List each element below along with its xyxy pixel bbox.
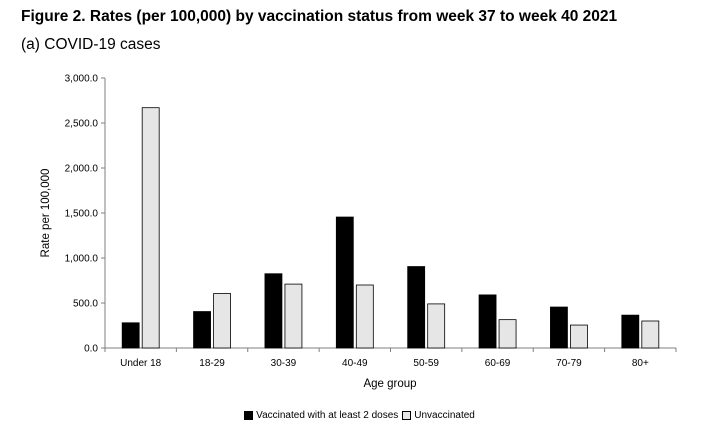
bar-vaccinated-with-at-least-2-doses-60-69	[478, 294, 497, 349]
bar-vaccinated-with-at-least-2-doses-40-49	[335, 216, 354, 349]
bar-vaccinated-with-at-least-2-doses-50-59	[407, 266, 426, 349]
bar-vaccinated-with-at-least-2-doses-30-39	[264, 273, 283, 349]
bar-chart: 0.0 500.0 1,000.0 1,500.0 2,000.0 2,500.0 3,00…	[40, 74, 677, 390]
legend: Vaccinated with at least 2 doses Unvacci…	[0, 410, 719, 421]
x-tick-label: 70-79	[556, 358, 582, 369]
y-tick-label: 500.0	[73, 299, 98, 310]
figure-subtitle: (a) COVID-19 cases	[21, 36, 161, 53]
x-tick-label: 18-29	[199, 358, 225, 369]
legend-swatch-vaccinated	[244, 411, 254, 420]
y-tick-label: 0.0	[84, 344, 98, 355]
x-tick-label: 30-39	[271, 358, 297, 369]
bar-unvaccinated-30-39	[284, 283, 303, 349]
x-tick-label: 80+	[632, 358, 649, 369]
legend-item-vaccinated: Vaccinated with at least 2 doses	[244, 410, 398, 421]
bar-unvaccinated-40-49	[355, 284, 374, 349]
bar-vaccinated-with-at-least-2-doses-18-29	[193, 311, 211, 349]
bar-unvaccinated-80	[641, 320, 660, 349]
x-tick-label: 60-69	[485, 358, 511, 369]
bar-unvaccinated-under-18	[141, 107, 160, 349]
x-tick-label: Under 18	[120, 358, 162, 369]
bar-vaccinated-with-at-least-2-doses-80	[621, 314, 640, 349]
x-axis-title: Age group	[363, 378, 416, 390]
bar-vaccinated-with-at-least-2-doses-70-79	[550, 306, 568, 349]
x-tick-label: 40-49	[342, 358, 368, 369]
x-axis: Under 18 18-29 30-39 40-49 50-59 60-69 70-79 80…	[104, 347, 677, 369]
y-axis: 0.0 500.0 1,000.0 1,500.0 2,000.0 2,500.0 3,00…	[65, 74, 106, 355]
bars	[121, 107, 660, 349]
x-tick-label: 50-59	[413, 358, 439, 369]
bar-unvaccinated-50-59	[427, 303, 446, 349]
y-tick-label: 1,000.0	[65, 254, 99, 265]
y-tick-label: 2,000.0	[65, 164, 99, 175]
legend-item-unvaccinated: Unvaccinated	[402, 410, 475, 421]
legend-label-unvaccinated: Unvaccinated	[414, 410, 475, 421]
bar-vaccinated-with-at-least-2-doses-under-18	[121, 322, 140, 349]
legend-swatch-unvaccinated	[402, 411, 412, 420]
y-tick-label: 3,000.0	[65, 74, 99, 85]
figure-title: Figure 2. Rates (per 100,000) by vaccina…	[21, 8, 618, 25]
bar-unvaccinated-18-29	[213, 293, 231, 349]
legend-label-vaccinated: Vaccinated with at least 2 doses	[256, 410, 399, 421]
bar-unvaccinated-60-69	[498, 319, 517, 349]
y-tick-label: 1,500.0	[65, 209, 99, 220]
y-axis-title: Rate per 100,000	[40, 169, 52, 258]
bar-unvaccinated-70-79	[570, 324, 588, 349]
y-tick-label: 2,500.0	[65, 119, 99, 130]
